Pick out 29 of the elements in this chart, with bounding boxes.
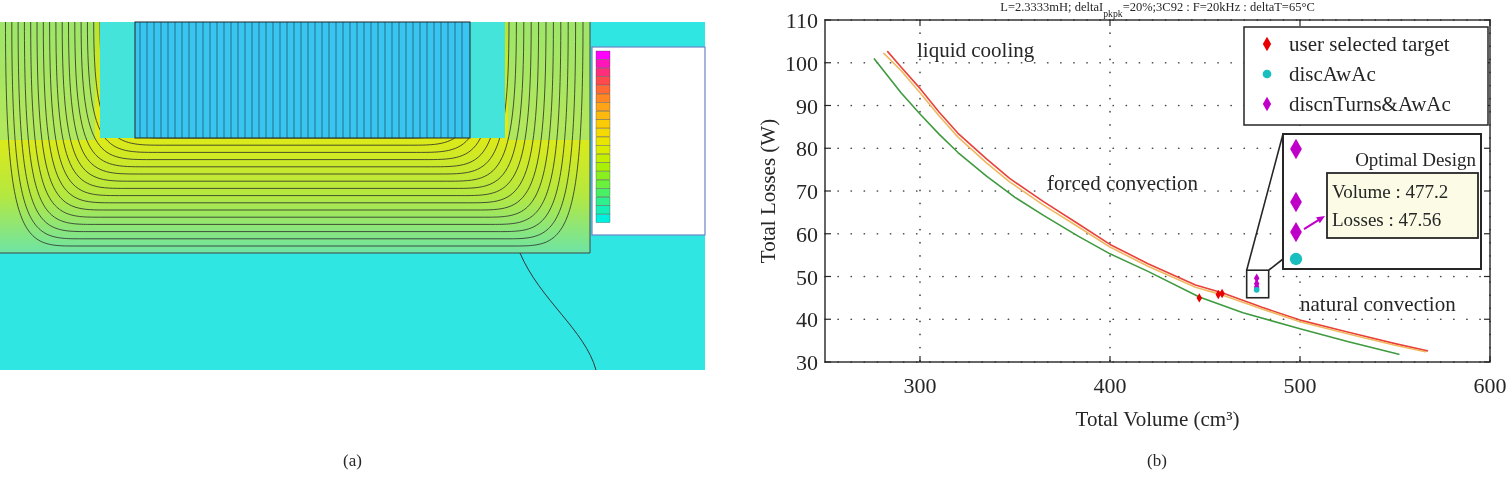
y-tick-label: 40	[796, 307, 818, 333]
y-axis-title: Total Losses (W)	[756, 118, 780, 264]
point	[1253, 286, 1260, 293]
annotation: Volume : 477.2	[1332, 181, 1449, 202]
annotation: natural convection	[1300, 292, 1457, 316]
annotation: Losses : 47.56	[1332, 209, 1442, 230]
y-tick-label: 90	[796, 93, 818, 119]
annotation: forced convection	[1047, 171, 1199, 195]
legend-label: user selected target	[1289, 32, 1450, 56]
y-tick-label: 80	[796, 136, 818, 162]
y-tick-label: 60	[796, 221, 818, 247]
y-tick-label: 70	[796, 179, 818, 204]
x-axis-title: Total Volume (cm³)	[1075, 407, 1240, 431]
x-tick-label: 600	[1473, 373, 1507, 398]
y-tick-label: 30	[796, 350, 818, 375]
annotation: Optimal Design	[1355, 149, 1477, 170]
chart-title: L=2.3333mH; deltaI$_{pkpk}$=20%;3C92 : F=20kHz : deltaT=65°C	[1000, 0, 1315, 19]
y-tick-label: 110	[785, 8, 818, 33]
x-tick-label: 300	[903, 373, 937, 398]
y-tick-label: 100	[785, 50, 818, 76]
x-tick-label: 400	[1093, 373, 1127, 398]
x-tick-label: 500	[1283, 373, 1317, 398]
text: (b)	[1147, 451, 1167, 470]
legend-label: discAwAc	[1289, 62, 1376, 86]
legend-label: discnTurns&AwAc	[1289, 92, 1451, 116]
point	[1196, 293, 1203, 303]
annotation: liquid cooling	[917, 38, 1035, 62]
text: (a)	[343, 451, 362, 470]
y-tick-label: 50	[796, 264, 818, 290]
